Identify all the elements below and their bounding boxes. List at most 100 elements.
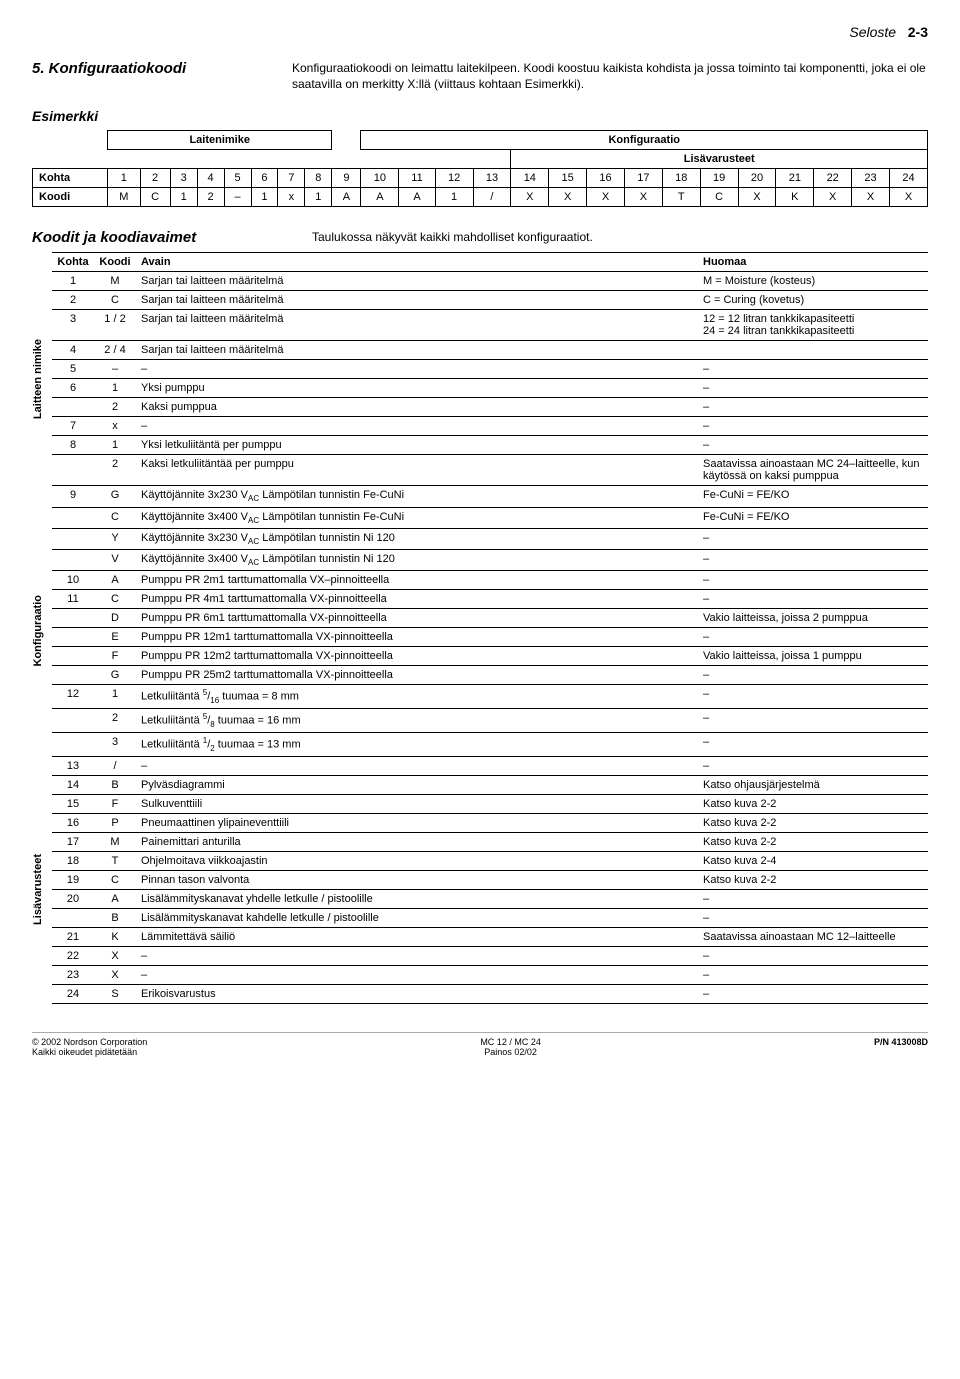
cell-avain: Käyttöjännite 3x400 VAC Lämpötilan tunni…: [136, 549, 698, 570]
kohta-cell: 6: [251, 169, 278, 188]
cell-huomaa: Katso kuva 2-2: [698, 794, 928, 813]
cell-avain: Yksi letkuliitäntä per pumppu: [136, 436, 698, 455]
cell-kohta: 17: [52, 832, 94, 851]
cell-koodi: C: [94, 507, 136, 528]
cell-koodi: 2: [94, 708, 136, 732]
cell-avain: Letkuliitäntä 5/8 tuumaa = 16 mm: [136, 708, 698, 732]
kohta-cell: 16: [587, 169, 625, 188]
cell-koodi: 1: [94, 685, 136, 709]
cell-avain: Sulkuventtiili: [136, 794, 698, 813]
cell-huomaa: Katso kuva 2-2: [698, 832, 928, 851]
cell-koodi: V: [94, 549, 136, 570]
col-konfiguraatio: Konfiguraatio: [361, 131, 928, 150]
cell-avain: Käyttöjännite 3x400 VAC Lämpötilan tunni…: [136, 507, 698, 528]
table-row: 81Yksi letkuliitäntä per pumppu–: [32, 436, 928, 455]
kohta-cell: 3: [170, 169, 197, 188]
cell-huomaa: –: [698, 590, 928, 609]
table-row: 24SErikoisvarustus–: [32, 984, 928, 1003]
cell-koodi: C: [94, 291, 136, 310]
table-row: GPumppu PR 25m2 tarttumattomalla VX-pinn…: [32, 666, 928, 685]
koodi-cell: X: [852, 188, 890, 207]
cell-huomaa: –: [698, 528, 928, 549]
koodit-table: Kohta Koodi Avain Huomaa Laitteen nimike…: [32, 252, 928, 1003]
cell-kohta: [52, 609, 94, 628]
table-row: 61Yksi pumppu–: [32, 379, 928, 398]
footer-rights: Kaikki oikeudet pidätetään: [32, 1047, 147, 1057]
table-row: 42 / 4Sarjan tai laitteen määritelmä: [32, 341, 928, 360]
kohta-cell: 1: [108, 169, 140, 188]
cell-huomaa: –: [698, 436, 928, 455]
koodi-cell: 1: [435, 188, 473, 207]
table-row: 21KLämmitettävä säiliöSaatavissa ainoast…: [32, 927, 928, 946]
cell-avain: –: [136, 360, 698, 379]
kohta-cell: 14: [511, 169, 549, 188]
cell-koodi: G: [94, 486, 136, 507]
cell-kohta: 14: [52, 775, 94, 794]
cell-koodi: G: [94, 666, 136, 685]
cell-huomaa: C = Curing (kovetus): [698, 291, 928, 310]
cell-avain: Lisälämmityskanavat yhdelle letkulle / p…: [136, 889, 698, 908]
cell-avain: –: [136, 946, 698, 965]
cell-koodi: 1: [94, 436, 136, 455]
cell-kohta: 20: [52, 889, 94, 908]
cell-koodi: 2: [94, 398, 136, 417]
footer-left: © 2002 Nordson Corporation Kaikki oikeud…: [32, 1037, 147, 1057]
cell-kohta: [52, 455, 94, 486]
table-row: 13/––: [32, 756, 928, 775]
cell-koodi: M: [94, 272, 136, 291]
cell-huomaa: –: [698, 889, 928, 908]
th-avain: Avain: [136, 253, 698, 272]
cell-koodi: /: [94, 756, 136, 775]
koodit-header-row: Koodit ja koodiavaimet Taulukossa näkyvä…: [32, 229, 928, 246]
table-row: 20ALisälämmityskanavat yhdelle letkulle …: [32, 889, 928, 908]
kohta-cell: 20: [738, 169, 776, 188]
kohta-cell: 10: [361, 169, 399, 188]
cell-kohta: 8: [52, 436, 94, 455]
section-5: 5. Konfiguraatiokoodi Konfiguraatiokoodi…: [32, 60, 928, 92]
table-row: 18TOhjelmoitava viikkoajastinKatso kuva …: [32, 851, 928, 870]
cell-kohta: [52, 507, 94, 528]
cell-huomaa: Katso ohjausjärjestelmä: [698, 775, 928, 794]
koodi-cell: X: [511, 188, 549, 207]
table-row: 17MPainemittari anturillaKatso kuva 2-2: [32, 832, 928, 851]
table-row: Konfiguraatio9GKäyttöjännite 3x230 VAC L…: [32, 486, 928, 507]
koodi-cell: T: [662, 188, 700, 207]
koodi-cell: C: [700, 188, 738, 207]
cell-avain: Pneumaattinen ylipaineventtiili: [136, 813, 698, 832]
kohta-cell: 15: [549, 169, 587, 188]
cell-koodi: B: [94, 908, 136, 927]
cell-huomaa: –: [698, 666, 928, 685]
cell-avain: Pumppu PR 4m1 tarttumattomalla VX-pinnoi…: [136, 590, 698, 609]
table-row: 2Kaksi pumppua–: [32, 398, 928, 417]
table-row: Laitteen nimike1MSarjan tai laitteen mää…: [32, 272, 928, 291]
cell-avain: –: [136, 965, 698, 984]
koodit-title: Koodit ja koodiavaimet: [32, 229, 252, 246]
cell-kohta: 21: [52, 927, 94, 946]
th-koodi: Koodi: [94, 253, 136, 272]
cell-koodi: 3: [94, 732, 136, 756]
page-header: Seloste 2-3: [32, 24, 928, 40]
cell-koodi: 2: [94, 455, 136, 486]
koodi-cell: A: [399, 188, 435, 207]
section-5-text: Konfiguraatiokoodi on leimattu laitekilp…: [292, 61, 926, 91]
cell-koodi: x: [94, 417, 136, 436]
cell-kohta: [52, 528, 94, 549]
section-5-title: 5. Konfiguraatiokoodi: [32, 60, 252, 92]
cell-huomaa: Katso kuva 2-4: [698, 851, 928, 870]
footer-model: MC 12 / MC 24: [480, 1037, 541, 1047]
cell-avain: Sarjan tai laitteen määritelmä: [136, 291, 698, 310]
cell-kohta: [52, 628, 94, 647]
cell-kohta: 6: [52, 379, 94, 398]
cell-huomaa: Saatavissa ainoastaan MC 12–laitteelle: [698, 927, 928, 946]
table-row: 31 / 2Sarjan tai laitteen määritelmä12 =…: [32, 310, 928, 341]
table-row: 2Letkuliitäntä 5/8 tuumaa = 16 mm–: [32, 708, 928, 732]
footer-pn: P/N 413008D: [874, 1037, 928, 1047]
koodi-cell: /: [473, 188, 511, 207]
cell-kohta: 18: [52, 851, 94, 870]
cell-huomaa: –: [698, 708, 928, 732]
cell-koodi: T: [94, 851, 136, 870]
cell-avain: Pumppu PR 12m2 tarttumattomalla VX-pinno…: [136, 647, 698, 666]
cell-avain: Pylväsdiagrammi: [136, 775, 698, 794]
table-row: 19CPinnan tason valvontaKatso kuva 2-2: [32, 870, 928, 889]
row-kohta-label: Kohta: [33, 169, 108, 188]
